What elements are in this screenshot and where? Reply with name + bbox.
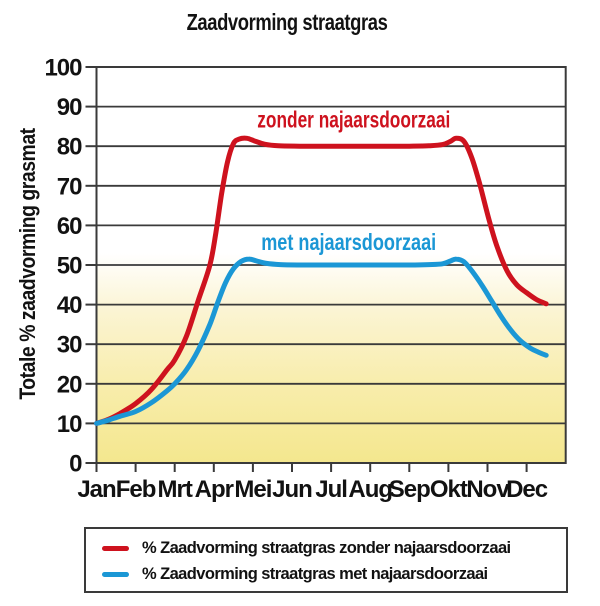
series-label-met: met najaarsdoorzaai <box>261 229 436 255</box>
y-tick-label-20: 20 <box>57 371 82 398</box>
chart-title: Zaadvorming straatgras <box>186 9 388 35</box>
x-axis-label-jan: Jan <box>77 476 116 503</box>
y-tick-label-10: 10 <box>57 411 82 438</box>
legend-dash-blue-icon <box>102 571 129 577</box>
legend-row-met: % Zaadvorming straatgras met najaarsdoor… <box>86 561 566 587</box>
legend-label-met: % Zaadvorming straatgras met najaarsdoor… <box>142 564 488 583</box>
y-tick-label-100: 100 <box>44 55 82 82</box>
y-tick-label-80: 80 <box>57 134 82 161</box>
x-axis-label-jul: Jul <box>315 476 347 503</box>
legend-dash-red-icon <box>102 545 129 551</box>
y-tick-label-30: 30 <box>57 332 82 359</box>
x-axis-label-mei: Mei <box>234 476 271 503</box>
series-label-zonder: zonder najaarsdoorzaai <box>257 106 450 132</box>
legend-label-zonder: % Zaadvorming straatgras zonder najaarsd… <box>142 538 511 557</box>
y-tick-label-40: 40 <box>57 292 82 319</box>
x-axis-label-jun: Jun <box>272 476 312 503</box>
x-axis-label-okt: Okt <box>430 476 468 503</box>
x-axis-label-mrt: Mrt <box>158 476 193 503</box>
y-tick-label-70: 70 <box>57 173 82 200</box>
x-axis-label-feb: Feb <box>116 476 156 503</box>
series-line-zonder <box>94 135 549 426</box>
series-line-met <box>94 256 549 426</box>
y-tick-label-50: 50 <box>57 253 82 280</box>
x-axis-label-apr: Apr <box>195 476 234 503</box>
y-tick-label-0: 0 <box>69 451 82 478</box>
seed-formation-line-chart: 0 10 20 30 40 50 60 70 80 90 100 Jan Feb Mrt Apr Mei Jun… <box>44 55 567 503</box>
x-axis-label-dec: Dec <box>506 476 548 503</box>
x-axis-label-sep: Sep <box>389 476 430 503</box>
y-tick-label-60: 60 <box>57 213 82 240</box>
legend: % Zaadvorming straatgras zonder najaarsd… <box>84 527 568 593</box>
legend-row-zonder: % Zaadvorming straatgras zonder najaarsd… <box>86 535 566 561</box>
x-axis-label-nov: Nov <box>466 476 510 503</box>
x-axis-label-aug: Aug <box>348 476 392 503</box>
y-tick-label-90: 90 <box>57 94 82 121</box>
plot-border <box>95 66 567 464</box>
